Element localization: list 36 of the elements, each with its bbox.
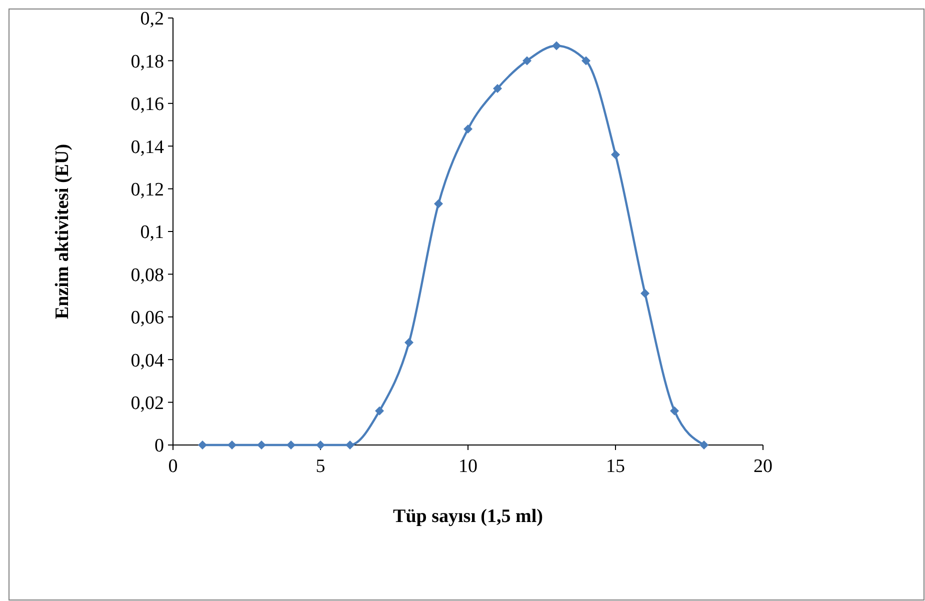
point <box>464 124 472 134</box>
y-tick-label: 0,1 <box>140 222 164 244</box>
x-tick-label: 15 <box>606 456 625 477</box>
y-tick-label: 0,14 <box>130 136 164 158</box>
x-tick-label: 0 <box>168 456 178 477</box>
point <box>700 440 708 450</box>
point <box>640 288 650 298</box>
y-tick-label: 0,2 <box>140 8 164 30</box>
point <box>582 56 590 66</box>
y-tick-label: 0,16 <box>130 94 164 116</box>
y-axis-title: Enzim aktivitesi (EU) <box>52 144 73 320</box>
y-tick-label: 0,08 <box>130 264 164 286</box>
point <box>346 440 354 450</box>
point <box>404 338 414 348</box>
x-axis-title: Tüp sayısı (1,5 ml) <box>393 506 543 527</box>
point <box>198 440 207 450</box>
point <box>552 41 561 50</box>
y-tick-label: 0,02 <box>130 392 164 414</box>
point <box>493 84 502 93</box>
point <box>257 440 266 450</box>
x-tick-label: 10 <box>458 456 478 477</box>
y-tick-label: 0,04 <box>130 350 164 372</box>
point <box>228 440 236 450</box>
point <box>375 406 384 416</box>
x-tick-label: 20 <box>754 456 772 477</box>
point <box>434 199 443 208</box>
point <box>316 440 325 450</box>
point <box>670 406 679 416</box>
y-tick-label: 0,18 <box>130 51 164 72</box>
point <box>286 440 296 450</box>
y-tick-label: 0,06 <box>130 308 164 329</box>
y-tick-label: 0 <box>154 436 164 457</box>
point <box>522 56 532 66</box>
point <box>611 150 620 160</box>
y-tick-label: 0,12 <box>130 179 164 200</box>
x-tick-label: 5 <box>316 456 326 477</box>
